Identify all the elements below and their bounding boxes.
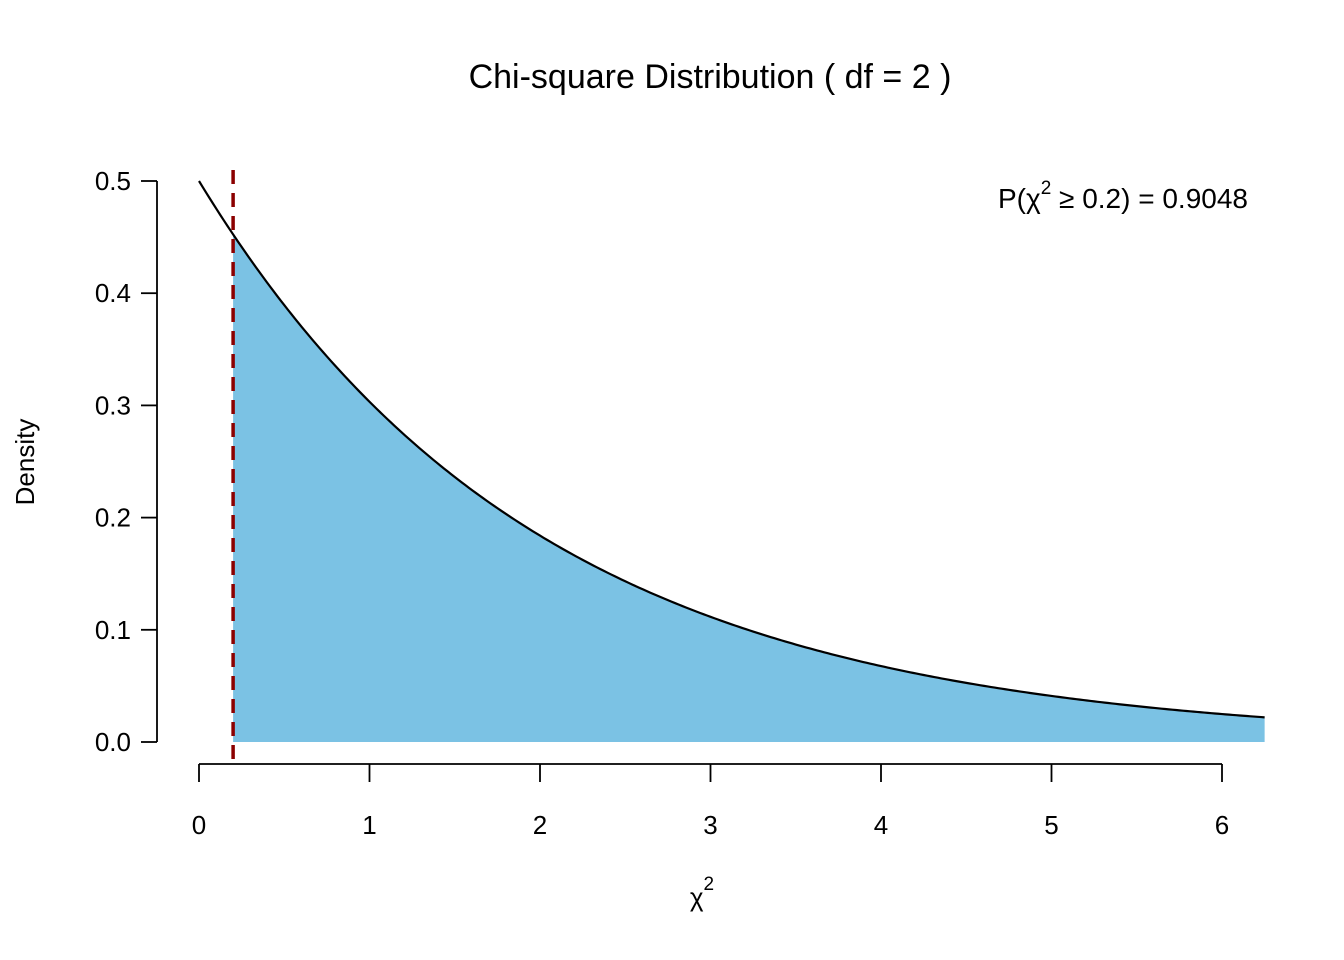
y-axis: 0.0 0.1 0.2 0.3 0.4 0.5	[95, 166, 158, 757]
x-tick-label: 1	[362, 810, 376, 840]
probability-annotation: P(χ2 ≥ 0.2) = 0.9048	[998, 178, 1248, 214]
x-axis: 0 1 2 3 4 5 6	[192, 763, 1229, 840]
x-axis-label: χ2	[690, 874, 714, 912]
y-axis-label: Density	[10, 419, 40, 506]
density-curve	[198, 180, 1265, 719]
y-tick-label: 0.5	[95, 166, 131, 196]
y-tick-label: 0.2	[95, 503, 131, 533]
x-tick-label: 0	[192, 810, 206, 840]
x-tick-label: 3	[703, 810, 717, 840]
y-tick-label: 0.3	[95, 390, 131, 420]
y-tick-label: 0.0	[95, 727, 131, 757]
y-tick-label: 0.4	[95, 278, 131, 308]
x-tick-label: 6	[1215, 810, 1229, 840]
x-tick-label: 5	[1044, 810, 1058, 840]
y-tick-label: 0.1	[95, 615, 131, 645]
x-tick-label: 2	[533, 810, 547, 840]
chart-title: Chi-square Distribution ( df = 2 )	[469, 58, 952, 96]
x-tick-label: 4	[874, 810, 888, 840]
shaded-tail-area	[233, 234, 1265, 742]
